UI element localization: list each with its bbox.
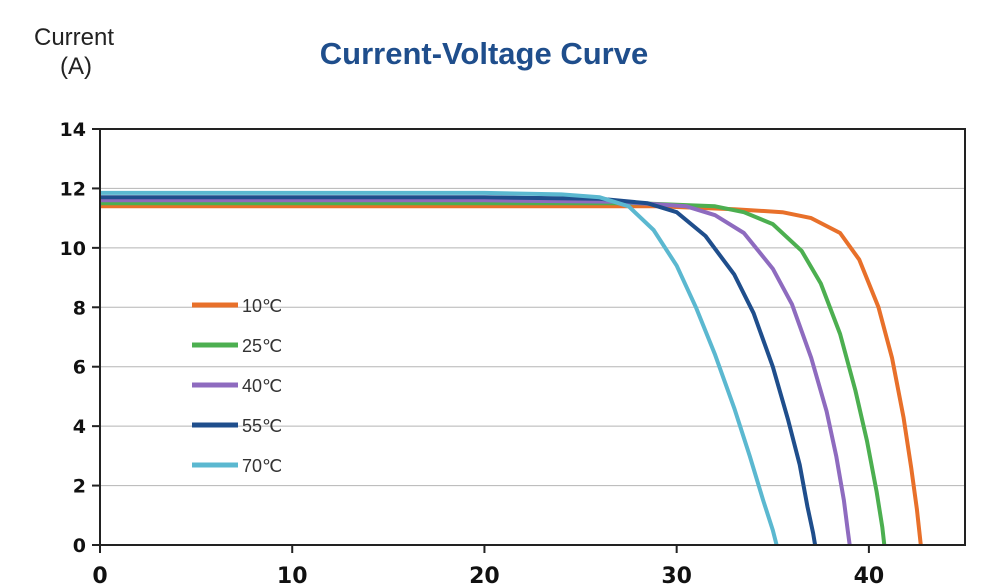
legend-label-2: 40℃ bbox=[242, 376, 282, 396]
y-axis-label-line1: Current bbox=[34, 24, 114, 51]
y-tick-label-12: 12 bbox=[60, 178, 86, 200]
legend: 10℃ 25℃ 40℃ 55℃ 70℃ bbox=[192, 296, 282, 476]
y-tick-label-10: 10 bbox=[60, 238, 86, 260]
series-lines bbox=[100, 190, 923, 546]
y-axis-label-line2: (A) bbox=[60, 53, 92, 80]
y-tick-labels: 0 2 4 6 8 10 12 14 bbox=[60, 119, 86, 557]
x-tick-label-40: 40 bbox=[854, 564, 885, 588]
plot-frame bbox=[99, 128, 966, 546]
y-tick-label-8: 8 bbox=[73, 297, 86, 319]
x-tick-label-10: 10 bbox=[277, 564, 308, 588]
x-tick-label-0: 0 bbox=[92, 564, 107, 588]
axes bbox=[92, 128, 966, 553]
legend-label-3: 55℃ bbox=[242, 416, 282, 436]
y-tick-label-14: 14 bbox=[60, 119, 86, 141]
series-line-1 bbox=[100, 201, 887, 546]
y-tick-label-6: 6 bbox=[73, 357, 86, 379]
series-line-3 bbox=[100, 195, 818, 546]
grid-lines bbox=[100, 187, 965, 487]
y-tick-label-0: 0 bbox=[73, 535, 86, 557]
series-line-2 bbox=[100, 198, 852, 546]
legend-label-4: 70℃ bbox=[242, 456, 282, 476]
series-line-4 bbox=[100, 190, 779, 546]
x-tick-labels: 0 10 20 30 40 bbox=[92, 564, 884, 588]
y-tick-label-2: 2 bbox=[73, 476, 86, 498]
y-tick-label-4: 4 bbox=[73, 416, 86, 438]
x-tick-label-20: 20 bbox=[469, 564, 500, 588]
chart-title: Current-Voltage Curve bbox=[320, 36, 648, 71]
legend-label-0: 10℃ bbox=[242, 296, 282, 316]
x-tick-label-30: 30 bbox=[661, 564, 692, 588]
legend-label-1: 25℃ bbox=[242, 336, 282, 356]
series-line-0 bbox=[100, 204, 923, 546]
